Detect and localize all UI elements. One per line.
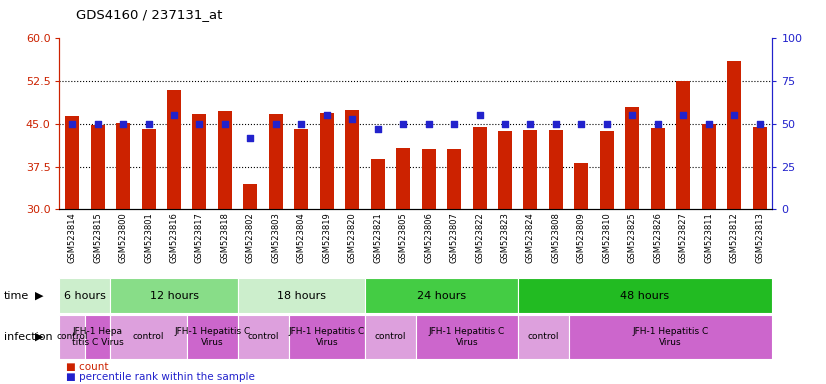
Text: JFH-1 Hepatitis C
Virus: JFH-1 Hepatitis C Virus: [633, 327, 709, 347]
Text: 24 hours: 24 hours: [417, 291, 466, 301]
Text: 18 hours: 18 hours: [277, 291, 325, 301]
Text: GDS4160 / 237131_at: GDS4160 / 237131_at: [76, 8, 222, 21]
Point: [625, 112, 638, 118]
Point: [91, 121, 104, 127]
Text: ▶: ▶: [35, 291, 43, 301]
Bar: [447, 149, 461, 209]
Bar: [574, 162, 588, 209]
Bar: [288, 315, 365, 359]
Text: control: control: [56, 333, 88, 341]
Point: [676, 112, 690, 118]
Bar: [365, 315, 415, 359]
Bar: [187, 315, 238, 359]
Bar: [111, 278, 238, 313]
Point: [422, 121, 435, 127]
Bar: [365, 278, 518, 313]
Bar: [85, 315, 111, 359]
Bar: [218, 111, 232, 209]
Bar: [651, 128, 665, 209]
Bar: [345, 109, 359, 209]
Text: 6 hours: 6 hours: [64, 291, 106, 301]
Point: [218, 121, 231, 127]
Text: 48 hours: 48 hours: [620, 291, 670, 301]
Point: [116, 121, 130, 127]
Point: [575, 121, 588, 127]
Point: [371, 126, 384, 132]
Bar: [59, 315, 85, 359]
Bar: [498, 131, 512, 209]
Bar: [676, 81, 691, 209]
Bar: [752, 127, 767, 209]
Bar: [320, 113, 334, 209]
Text: control: control: [375, 333, 406, 341]
Bar: [192, 114, 206, 209]
Bar: [396, 148, 411, 209]
Bar: [167, 90, 181, 209]
Bar: [294, 129, 308, 209]
Text: ▶: ▶: [35, 332, 43, 342]
Bar: [269, 114, 282, 209]
Point: [728, 112, 741, 118]
Bar: [238, 315, 288, 359]
Text: control: control: [528, 333, 559, 341]
Text: control: control: [248, 333, 279, 341]
Bar: [238, 278, 365, 313]
Text: ■ count: ■ count: [66, 362, 108, 372]
Bar: [549, 129, 563, 209]
Text: infection: infection: [4, 332, 53, 342]
Text: 12 hours: 12 hours: [150, 291, 198, 301]
Point: [753, 121, 767, 127]
Point: [295, 121, 308, 127]
Bar: [518, 278, 772, 313]
Point: [244, 134, 257, 141]
Text: ■ percentile rank within the sample: ■ percentile rank within the sample: [66, 372, 255, 382]
Text: control: control: [133, 333, 164, 341]
Point: [702, 121, 715, 127]
Bar: [116, 123, 131, 209]
Point: [345, 116, 358, 122]
Bar: [59, 278, 111, 313]
Point: [448, 121, 461, 127]
Bar: [91, 125, 105, 209]
Point: [65, 121, 78, 127]
Text: JFH-1 Hepatitis C
Virus: JFH-1 Hepatitis C Virus: [174, 327, 250, 347]
Bar: [472, 127, 487, 209]
Bar: [415, 315, 518, 359]
Bar: [600, 131, 614, 209]
Point: [142, 121, 155, 127]
Point: [601, 121, 614, 127]
Point: [269, 121, 282, 127]
Point: [193, 121, 206, 127]
Bar: [518, 315, 568, 359]
Bar: [568, 315, 772, 359]
Bar: [371, 159, 385, 209]
Bar: [727, 61, 741, 209]
Point: [524, 121, 537, 127]
Bar: [111, 315, 187, 359]
Point: [473, 112, 487, 118]
Text: JFH-1 Hepatitis C
Virus: JFH-1 Hepatitis C Virus: [429, 327, 505, 347]
Bar: [524, 130, 538, 209]
Point: [168, 112, 181, 118]
Bar: [141, 129, 155, 209]
Bar: [701, 124, 715, 209]
Point: [651, 121, 664, 127]
Bar: [244, 184, 258, 209]
Point: [396, 121, 410, 127]
Bar: [65, 116, 79, 209]
Bar: [421, 149, 435, 209]
Point: [549, 121, 563, 127]
Bar: [625, 107, 639, 209]
Text: time: time: [4, 291, 30, 301]
Text: JFH-1 Hepa
titis C Virus: JFH-1 Hepa titis C Virus: [72, 327, 124, 347]
Text: JFH-1 Hepatitis C
Virus: JFH-1 Hepatitis C Virus: [288, 327, 365, 347]
Point: [320, 112, 334, 118]
Point: [498, 121, 511, 127]
